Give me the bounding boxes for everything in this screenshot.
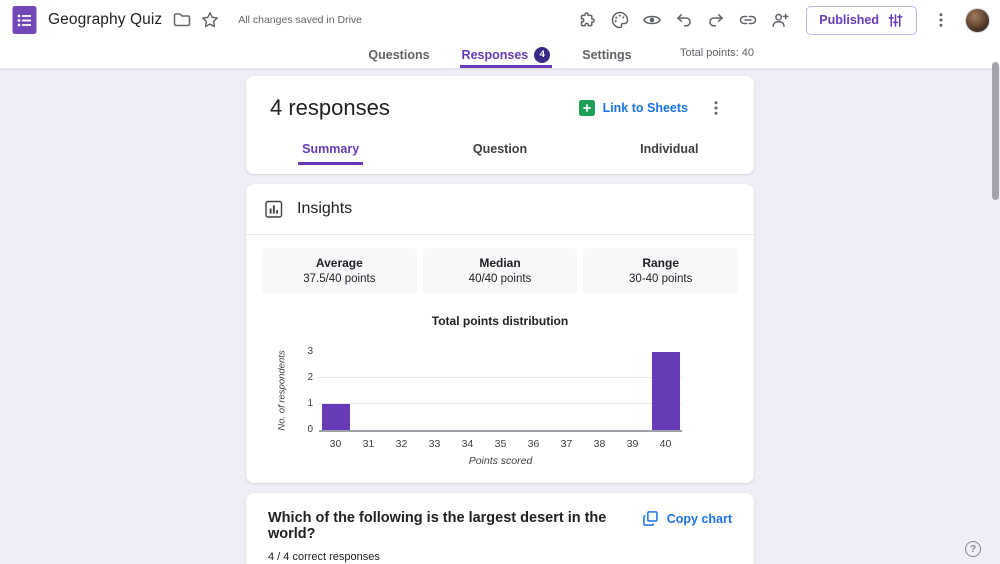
form-title[interactable]: Geography Quiz: [48, 11, 163, 28]
account-avatar[interactable]: [965, 7, 990, 33]
correct-responses-text: 4 / 4 correct responses: [268, 551, 380, 563]
stat-median: Median 40/40 points: [422, 248, 578, 294]
stat-average-label: Average: [315, 256, 363, 270]
y-tick-label: 1: [307, 398, 313, 409]
gridline: [319, 377, 682, 378]
x-tick-label: 30: [329, 438, 342, 450]
tab-settings-label: Settings: [582, 47, 632, 62]
x-tick-label: 39: [626, 438, 639, 450]
published-button[interactable]: Published: [806, 5, 917, 35]
responses-more-options-icon[interactable]: [702, 94, 730, 122]
x-tick-label: 35: [494, 438, 507, 450]
copy-link-icon[interactable]: [734, 6, 762, 34]
save-status-text: All changes saved in Drive: [238, 14, 363, 26]
tab-questions[interactable]: Questions: [366, 40, 431, 68]
gridline: [319, 403, 682, 404]
tab-question-label: Question: [472, 142, 528, 156]
divider: [246, 234, 754, 235]
link-to-sheets-label: Link to Sheets: [602, 101, 688, 115]
x-tick-label: 31: [362, 438, 375, 450]
points-distribution-chart: Total points distribution No. of respond…: [246, 294, 754, 483]
sheets-icon: [578, 100, 595, 116]
x-tick-label: 33: [428, 438, 441, 450]
insights-card: Insights Average 37.5/40 points Median 4…: [246, 184, 754, 483]
x-tick-label: 37: [560, 438, 573, 450]
x-tick-label: 32: [395, 438, 408, 450]
insights-chart-icon: [264, 199, 284, 219]
tab-individual-label: Individual: [640, 142, 699, 156]
add-ons-icon[interactable]: [574, 6, 602, 34]
responses-page: 4 responses Link to Sheets: [246, 76, 754, 564]
y-axis-title: No. of respondents: [276, 350, 288, 431]
link-to-sheets-button[interactable]: Link to Sheets: [578, 100, 688, 116]
more-options-icon[interactable]: [927, 6, 955, 34]
redo-icon[interactable]: [702, 6, 730, 34]
x-tick-label: 38: [593, 438, 606, 450]
help-icon[interactable]: ?: [965, 541, 981, 557]
tab-question[interactable]: Question: [415, 134, 584, 174]
distribution-xlabels: 30 31 32 33 34 35 36 37 38 39 40: [319, 438, 682, 450]
main-nav: Questions Responses 4 Settings Total poi…: [0, 40, 1000, 68]
bar-slot-40: [649, 352, 682, 430]
responses-count-title: 4 responses: [270, 95, 390, 120]
responses-summary-card: 4 responses Link to Sheets: [246, 76, 754, 174]
bar-slot-38: [583, 352, 616, 430]
x-tick-label: 36: [527, 438, 540, 450]
bar-slot-39: [616, 352, 649, 430]
stat-range-value: 30-40 points: [629, 273, 693, 285]
tab-questions-label: Questions: [368, 47, 430, 62]
bar-40: [651, 352, 680, 430]
star-icon[interactable]: [196, 6, 224, 34]
total-points-text: Total points: 40: [680, 47, 754, 59]
tab-individual[interactable]: Individual: [585, 134, 754, 174]
copy-chart-label: Copy chart: [666, 511, 732, 526]
tab-responses[interactable]: Responses 4: [459, 40, 553, 68]
bar-30: [321, 404, 350, 430]
bar-slot-35: [484, 352, 517, 430]
publish-settings-sliders-icon: [887, 12, 904, 29]
distribution-bars: [319, 352, 682, 430]
y-tick-label: 0: [307, 424, 313, 435]
bar-slot-31: [352, 352, 385, 430]
responses-count-badge: 4: [534, 46, 551, 63]
bar-slot-37: [550, 352, 583, 430]
copy-icon: [642, 510, 659, 527]
move-to-folder-icon[interactable]: [168, 6, 196, 34]
bar-slot-36: [517, 352, 550, 430]
bar-slot-32: [385, 352, 418, 430]
question-title: Which of the following is the largest de…: [268, 510, 607, 542]
tab-responses-label: Responses: [461, 47, 529, 62]
scrollbar-thumb[interactable]: [992, 62, 999, 200]
forms-logo-icon[interactable]: [12, 5, 37, 35]
bar-slot-33: [418, 352, 451, 430]
plot-area: No. of respondents 0 1 2 3: [277, 347, 682, 435]
question-card: Which of the following is the largest de…: [246, 493, 754, 564]
published-label: Published: [819, 13, 879, 27]
customize-theme-icon[interactable]: [606, 6, 634, 34]
x-axis-title: Points scored: [468, 455, 533, 467]
top-app-bar: Geography Quiz All changes saved in Driv…: [0, 0, 1000, 40]
insights-title: Insights: [297, 200, 353, 217]
y-tick-label: 3: [307, 346, 313, 357]
stat-range: Range 30-40 points: [583, 248, 739, 294]
x-tick-label: 40: [659, 438, 672, 450]
stat-median-value: 40/40 points: [468, 273, 532, 285]
tab-summary[interactable]: Summary: [246, 134, 415, 174]
add-collaborators-icon[interactable]: [766, 6, 794, 34]
bar-slot-34: [451, 352, 484, 430]
stat-average: Average 37.5/40 points: [262, 248, 417, 294]
tab-settings[interactable]: Settings: [580, 40, 633, 68]
tab-summary-label: Summary: [298, 142, 364, 165]
stats-row: Average 37.5/40 points Median 40/40 poin…: [246, 235, 754, 294]
stat-range-label: Range: [642, 256, 680, 270]
copy-chart-button[interactable]: Copy chart: [642, 510, 732, 527]
undo-icon[interactable]: [670, 6, 698, 34]
stat-median-label: Median: [479, 256, 521, 270]
y-tick-label: 2: [307, 372, 313, 383]
stat-average-value: 37.5/40 points: [303, 273, 376, 285]
bar-slot-30: [319, 352, 352, 430]
preview-eye-icon[interactable]: [638, 6, 666, 34]
chart-title: Total points distribution: [431, 314, 569, 328]
x-tick-label: 34: [461, 438, 474, 450]
